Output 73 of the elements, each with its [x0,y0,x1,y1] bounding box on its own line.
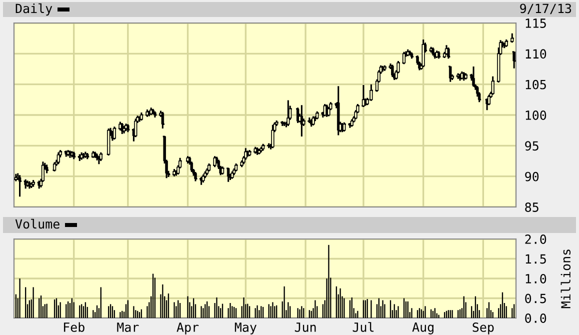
candlestick [444,44,448,56]
x-tick-label: Aug [412,322,434,334]
candlestick [118,120,122,132]
candlestick [435,50,438,59]
candlestick [213,155,216,168]
candlestick [464,72,468,80]
y-tick-label: 100 [526,110,546,120]
candlestick [80,152,84,161]
candlestick [422,38,425,68]
candlestick [146,108,149,118]
candlestick [52,161,56,172]
y-tick-label: 110 [526,49,546,59]
candlestick [220,166,224,176]
x-tick-label: Apr [176,322,199,334]
y-tick-label: 85 [525,202,538,212]
candlestick [248,149,252,157]
candlestick [487,94,491,106]
candlestick [204,170,207,179]
candlestick [122,125,126,134]
candlestick [66,149,70,157]
y-tick-label: 1.5 [526,254,546,264]
candlestick [202,174,205,184]
y-tick-label: 115 [526,18,546,28]
candlestick [112,126,116,140]
candlestick [323,103,326,117]
candlestick [261,143,265,152]
candlestick [124,122,128,132]
candlestick [350,118,354,128]
candlestick [92,150,95,159]
candlestick [491,76,494,96]
candlestick [32,179,35,188]
candlestick [327,106,330,117]
y-tick-label: 1.0 [526,274,546,284]
candlestick [254,146,257,154]
y-axis-title: Millions [560,250,571,308]
x-tick-label: Mar [117,322,139,332]
candlestick [312,115,315,126]
candlestick [140,112,144,122]
candlestick [342,122,346,132]
candlestick [402,51,406,65]
x-tick-label: Jul [352,322,374,332]
y-tick-label: 95 [525,141,538,151]
candlestick [99,152,102,162]
x-tick-label: Feb [64,322,84,332]
candlestick [56,152,60,165]
candlestick [172,168,176,178]
x-tick-label: Jun [294,322,316,332]
candlestick [362,84,366,108]
y-tick-label: 0.0 [525,314,546,323]
candlestick [134,118,138,138]
text: 9/17/13 [520,4,572,14]
candlestick [107,128,110,156]
candlestick [150,106,153,116]
chart-title: Daily [16,3,52,16]
chart-title: Volume [15,218,60,229]
candlestick [244,147,248,161]
candlestick [504,38,508,48]
candlestick [370,84,373,102]
candlestick [460,70,464,80]
candlestick [70,150,74,158]
y-tick-label: 90 [525,172,539,182]
y-tick-label: 105 [526,80,546,90]
candlestick [84,151,88,159]
y-tick-label: 2.0 [525,234,546,244]
candlestick [207,162,211,172]
x-tick-label: Sep [472,322,494,334]
candlestick [26,180,30,188]
candlestick [271,124,274,149]
candlestick [230,170,234,180]
y-tick-label: 0.5 [525,294,546,304]
candlestick [286,100,290,127]
candlestick [234,162,238,172]
x-tick-label: May [234,322,256,334]
